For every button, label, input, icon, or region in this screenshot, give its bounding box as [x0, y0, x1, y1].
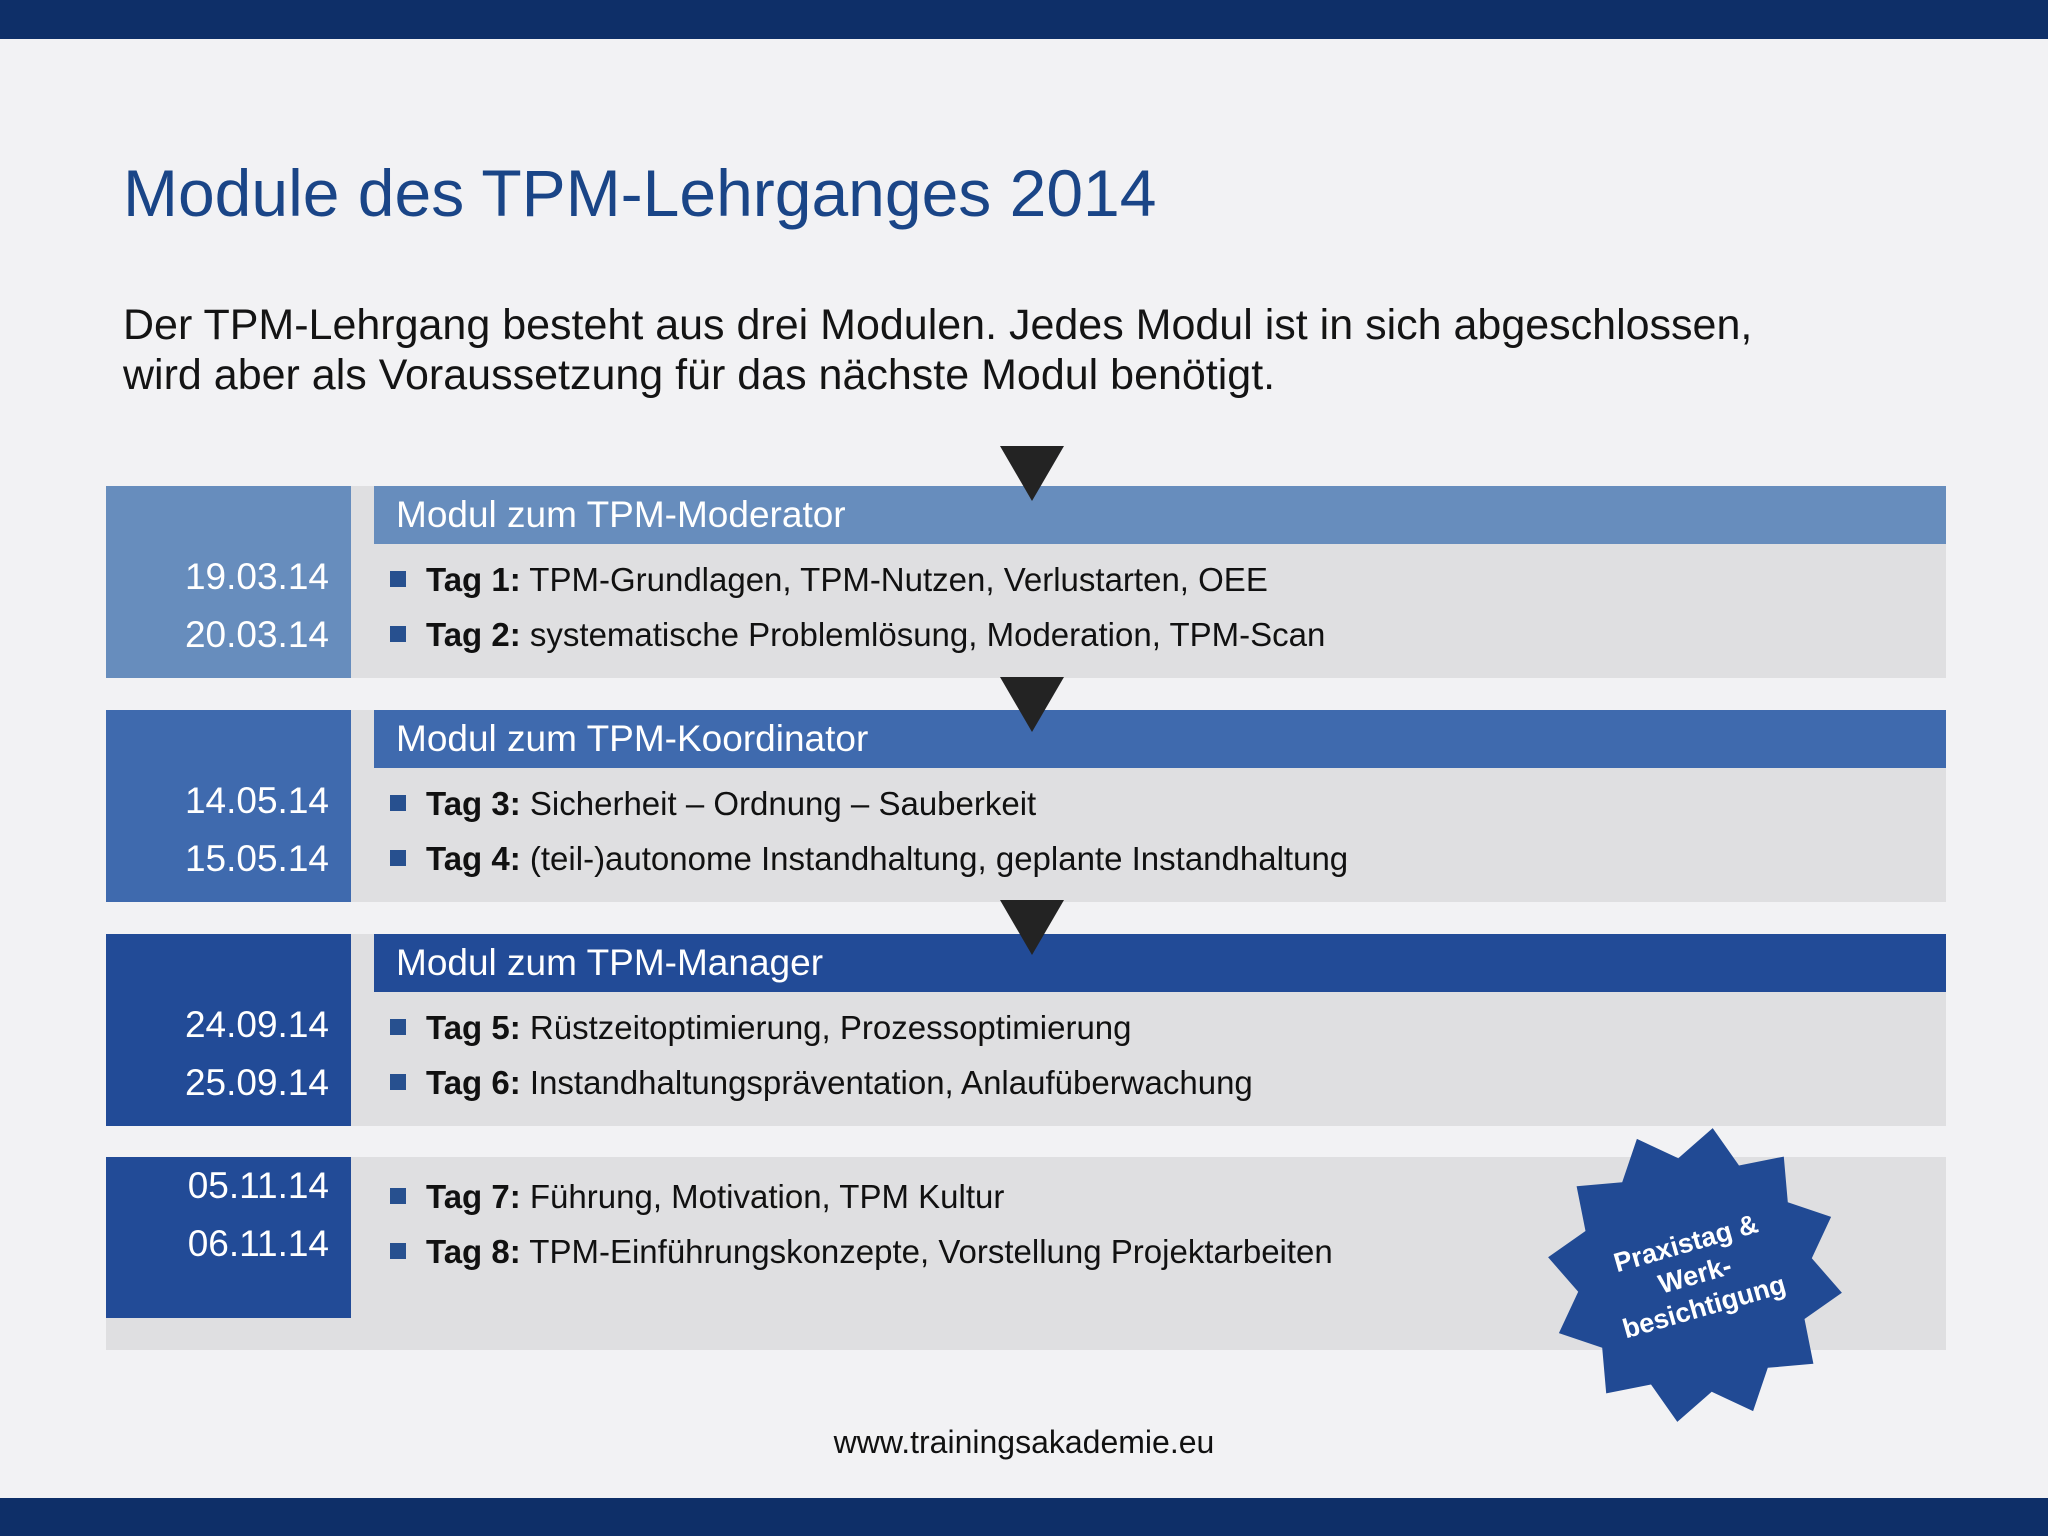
- day-topic: Sicherheit – Ordnung – Sauberkeit: [520, 785, 1037, 822]
- day-label: Tag 7:: [426, 1178, 521, 1215]
- arrow-down-icon: [1000, 677, 1064, 732]
- module-dates: 05.11.14 06.11.14: [106, 1157, 351, 1273]
- date-end: 15.05.14: [184, 838, 329, 879]
- day-topic: TPM-Einführungskonzepte, Vorstellung Pro…: [520, 1233, 1333, 1270]
- list-item: Tag 2: systematische Problemlösung, Mode…: [390, 607, 1325, 662]
- module-moderator: 19.03.14 20.03.14 Modul zum TPM-Moderato…: [106, 486, 1946, 678]
- day-label: Tag 5:: [426, 1009, 521, 1046]
- day-topic: (teil-)autonome Instandhaltung, geplante…: [520, 840, 1349, 877]
- intro-text: Der TPM-Lehrgang besteht aus drei Module…: [123, 300, 1752, 400]
- intro-line-1: Der TPM-Lehrgang besteht aus drei Module…: [123, 301, 1753, 349]
- list-item: Tag 5: Rüstzeitoptimierung, Prozessoptim…: [390, 1000, 1253, 1055]
- day-label: Tag 4:: [426, 840, 521, 877]
- module-date-box: [106, 486, 351, 678]
- module-items: Tag 5: Rüstzeitoptimierung, Prozessoptim…: [390, 1000, 1253, 1110]
- module-items: Tag 7: Führung, Motivation, TPM Kultur T…: [390, 1169, 1333, 1279]
- date-end: 06.11.14: [187, 1223, 329, 1264]
- footer-url: www.trainingsakademie.eu: [833, 1424, 1215, 1460]
- date-start: 24.09.14: [184, 1004, 329, 1045]
- module-items: Tag 1: TPM-Grundlagen, TPM-Nutzen, Verlu…: [390, 552, 1325, 662]
- bottom-bar: [0, 1498, 2048, 1536]
- module-dates: 14.05.14 15.05.14: [106, 772, 351, 888]
- module-header: Modul zum TPM-Moderator: [374, 486, 1946, 544]
- date-start: 05.11.14: [187, 1165, 329, 1206]
- day-label: Tag 1:: [426, 561, 521, 598]
- bullet-icon: [390, 571, 406, 588]
- module-header: Modul zum TPM-Manager: [374, 934, 1946, 992]
- day-topic: Rüstzeitoptimierung, Prozessoptimierung: [520, 1009, 1132, 1046]
- module-date-box: [106, 934, 351, 1126]
- date-start: 14.05.14: [184, 780, 329, 821]
- bullet-icon: [390, 626, 406, 643]
- module-date-box: [106, 710, 351, 902]
- list-item: Tag 7: Führung, Motivation, TPM Kultur: [390, 1169, 1333, 1224]
- module-header-label: Modul zum TPM-Koordinator: [396, 718, 869, 759]
- list-item: Tag 6: Instandhaltungspräventation, Anla…: [390, 1055, 1253, 1110]
- bullet-icon: [390, 850, 406, 867]
- intro-line-2: wird aber als Voraussetzung für das näch…: [123, 351, 1276, 399]
- bullet-icon: [390, 1188, 406, 1205]
- day-topic: TPM-Grundlagen, TPM-Nutzen, Verlustarten…: [520, 561, 1268, 598]
- bullet-icon: [390, 795, 406, 812]
- day-topic: Instandhaltungspräventation, Anlaufüberw…: [520, 1064, 1253, 1101]
- bullet-icon: [390, 1074, 406, 1091]
- top-bar: [0, 0, 2048, 39]
- date-start: 19.03.14: [184, 556, 329, 597]
- module-manager: 24.09.14 25.09.14 Modul zum TPM-Manager …: [106, 934, 1946, 1126]
- bullet-icon: [390, 1243, 406, 1260]
- bullet-icon: [390, 1019, 406, 1036]
- module-dates: 19.03.14 20.03.14: [106, 548, 351, 664]
- arrow-down-icon: [1000, 900, 1064, 955]
- day-label: Tag 8:: [426, 1233, 521, 1270]
- list-item: Tag 8: TPM-Einführungskonzepte, Vorstell…: [390, 1224, 1333, 1279]
- module-date-box: [106, 1157, 351, 1318]
- day-label: Tag 3:: [426, 785, 521, 822]
- day-topic: Führung, Motivation, TPM Kultur: [520, 1178, 1005, 1215]
- page-title: Module des TPM-Lehrganges 2014: [123, 156, 1157, 230]
- list-item: Tag 1: TPM-Grundlagen, TPM-Nutzen, Verlu…: [390, 552, 1325, 607]
- list-item: Tag 4: (teil-)autonome Instandhaltung, g…: [390, 831, 1348, 886]
- module-koordinator: 14.05.14 15.05.14 Modul zum TPM-Koordina…: [106, 710, 1946, 902]
- day-label: Tag 2:: [426, 616, 521, 653]
- list-item: Tag 3: Sicherheit – Ordnung – Sauberkeit: [390, 776, 1348, 831]
- starburst-shape: [1548, 1128, 1842, 1422]
- date-end: 20.03.14: [184, 614, 329, 655]
- arrow-down-icon: [1000, 446, 1064, 501]
- module-dates: 24.09.14 25.09.14: [106, 996, 351, 1112]
- module-header-label: Modul zum TPM-Moderator: [396, 494, 846, 535]
- module-header-label: Modul zum TPM-Manager: [396, 942, 824, 983]
- day-topic: systematische Problemlösung, Moderation,…: [520, 616, 1326, 653]
- day-label: Tag 6:: [426, 1064, 521, 1101]
- module-items: Tag 3: Sicherheit – Ordnung – Sauberkeit…: [390, 776, 1348, 886]
- module-header: Modul zum TPM-Koordinator: [374, 710, 1946, 768]
- starburst-badge-icon: [1548, 1128, 1842, 1422]
- date-end: 25.09.14: [184, 1062, 329, 1103]
